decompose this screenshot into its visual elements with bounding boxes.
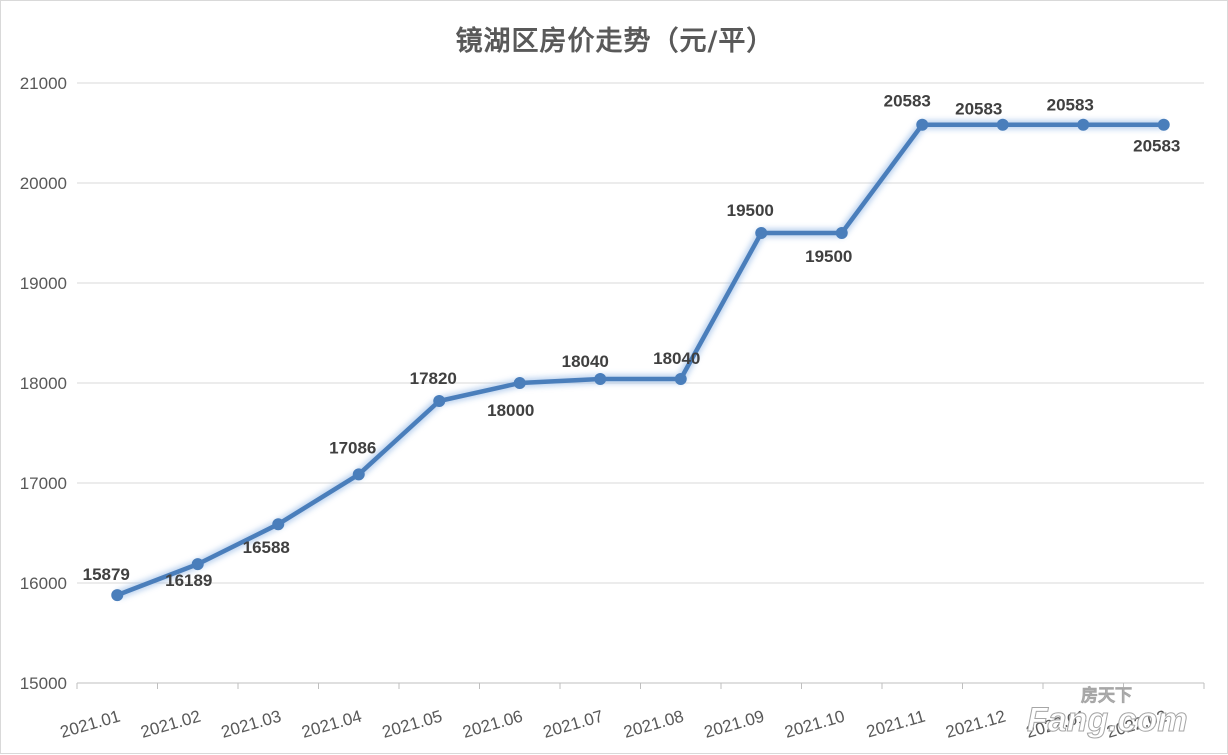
x-tick-label: 2021.11	[864, 707, 927, 742]
y-tick-label: 18000	[20, 374, 67, 393]
data-point	[674, 373, 687, 385]
data-label: 18040	[653, 349, 700, 368]
data-label: 20583	[1047, 96, 1094, 115]
data-label: 15879	[83, 565, 130, 584]
data-label: 18040	[562, 352, 609, 371]
data-label: 17086	[329, 438, 376, 457]
x-tick-label: 2021.03	[219, 707, 283, 742]
y-tick-label: 15000	[20, 674, 67, 693]
data-label: 16189	[165, 571, 212, 590]
data-point	[755, 227, 768, 239]
data-point	[996, 118, 1009, 131]
data-label: 17820	[410, 369, 457, 388]
data-point	[594, 373, 607, 385]
y-tick-label: 17000	[20, 474, 67, 493]
data-label: 20583	[955, 100, 1002, 119]
chart-title: 镜湖区房价走势（元/平）	[455, 26, 775, 57]
data-point	[111, 589, 124, 602]
svg-text:Fang.com: Fang.com	[1027, 701, 1188, 739]
x-tick-label: 2021.04	[300, 707, 364, 742]
x-tick-label: 2021.05	[380, 707, 444, 742]
data-point	[272, 518, 285, 531]
series-line	[115, 122, 1166, 598]
x-tick-label: 2021.02	[139, 707, 203, 742]
data-point	[433, 395, 446, 407]
x-tick-label: 2021.12	[944, 707, 1008, 742]
x-tick-label: 2021.08	[622, 707, 686, 742]
x-tick-label: 2021.01	[58, 707, 122, 742]
data-point	[352, 468, 365, 481]
y-tick-label: 20000	[20, 174, 67, 193]
x-tick-label: 2021.07	[541, 707, 605, 742]
x-tick-label: 2021.09	[702, 707, 766, 742]
data-point	[916, 118, 929, 131]
data-point	[1157, 118, 1170, 131]
data-point	[1077, 118, 1090, 131]
y-tick-label: 19000	[20, 274, 67, 293]
data-label: 19500	[727, 201, 774, 220]
x-tick-label: 2021.10	[783, 707, 847, 742]
fang-watermark-logo: 房天下 Fang.com	[1017, 679, 1217, 743]
data-label: 18000	[487, 401, 534, 420]
data-label: 19500	[805, 247, 852, 266]
data-label: 20583	[884, 92, 931, 111]
data-point	[191, 558, 204, 571]
x-tick-label: 2021.06	[461, 707, 525, 742]
y-tick-label: 21000	[20, 74, 67, 93]
data-point	[513, 377, 526, 389]
data-point	[835, 227, 848, 239]
svg-text:房天下: 房天下	[1081, 685, 1132, 705]
data-label: 20583	[1133, 137, 1180, 156]
data-label: 16588	[243, 538, 290, 557]
y-tick-label: 16000	[20, 574, 67, 593]
